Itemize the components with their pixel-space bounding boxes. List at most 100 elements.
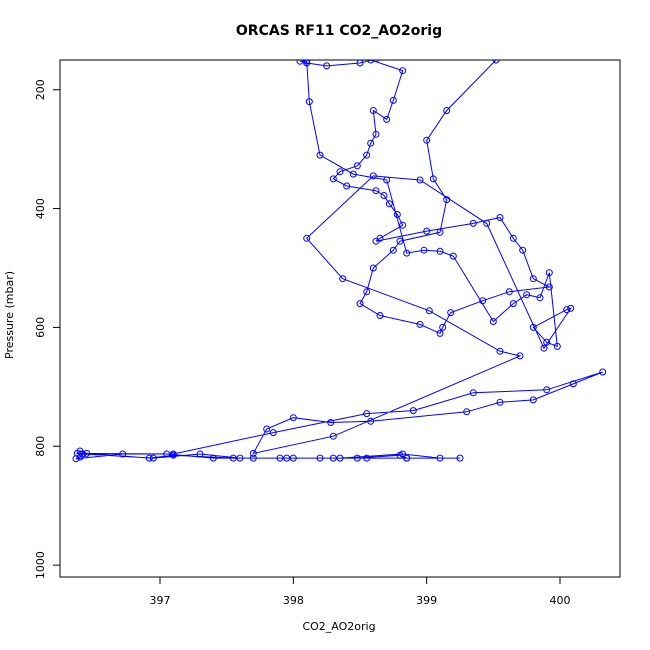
x-tick-label: 398 (283, 594, 304, 607)
data-point (545, 269, 553, 277)
data-point (376, 312, 384, 319)
data-point (536, 294, 544, 302)
data-point (469, 389, 477, 397)
data-point (509, 300, 517, 308)
data-point (496, 347, 504, 355)
data-point (372, 130, 380, 138)
data-point (329, 454, 337, 462)
data-point (492, 60, 500, 64)
data-point (543, 386, 551, 394)
plot-area (72, 60, 607, 463)
data-point (423, 136, 431, 144)
data-point (316, 454, 324, 462)
chart-title: ORCAS RF11 CO2_AO2orig (236, 23, 442, 39)
data-point (367, 139, 375, 147)
data-point (169, 450, 177, 458)
data-point (380, 192, 388, 199)
data-point (389, 96, 397, 104)
data-point (343, 182, 351, 190)
data-point (149, 454, 157, 462)
data-point (563, 306, 571, 314)
data-point (289, 414, 297, 422)
data-point (420, 246, 428, 254)
data-point (363, 454, 371, 462)
data-point (363, 151, 371, 159)
data-point (73, 449, 81, 457)
data-point (463, 408, 471, 416)
data-point (469, 219, 477, 227)
data-point (529, 396, 537, 404)
data-point (372, 187, 380, 195)
data-point (196, 450, 204, 458)
data-point (372, 237, 380, 245)
series-line (75, 60, 603, 460)
data-point (389, 246, 397, 254)
data-point (276, 454, 284, 462)
data-point (403, 454, 411, 462)
data-point (479, 297, 487, 305)
y-tick-label: 1000 (34, 551, 47, 579)
data-point (329, 432, 337, 440)
data-point (336, 168, 344, 176)
data-point (83, 449, 91, 457)
data-point (353, 454, 361, 462)
data-point (436, 247, 444, 255)
data-point (236, 454, 244, 462)
x-tick-label: 399 (416, 594, 437, 607)
data-point (339, 275, 347, 283)
x-axis-label: CO2_AO2orig (302, 620, 375, 633)
data-point (436, 228, 444, 236)
data-point (316, 151, 324, 159)
data-point (545, 283, 553, 291)
data-point (383, 115, 391, 123)
data-point (369, 172, 377, 180)
data-point (289, 454, 297, 462)
data-point (393, 211, 401, 218)
data-point (449, 252, 457, 260)
data-point (303, 60, 311, 67)
data-point (249, 449, 257, 457)
data-point (163, 450, 171, 458)
data-point (409, 407, 417, 415)
y-axis-label: Pressure (mbar) (3, 271, 16, 359)
data-point (363, 288, 371, 296)
data-point (496, 398, 504, 406)
data-point (353, 162, 361, 170)
data-point (509, 234, 517, 242)
data-point (329, 175, 337, 183)
data-point (263, 425, 271, 433)
data-point (403, 249, 411, 257)
data-point (399, 450, 407, 458)
data-point (519, 246, 527, 254)
data-point (443, 107, 451, 114)
data-point (367, 60, 375, 64)
data-point (369, 107, 377, 114)
data-point (383, 176, 391, 184)
y-axis: 200 400 600 800 1000 (34, 79, 60, 579)
x-tick-label: 400 (550, 594, 571, 607)
data-point (396, 237, 404, 245)
data-point (336, 454, 344, 462)
data-point (599, 368, 607, 376)
data-point (505, 288, 513, 296)
data-point (269, 429, 277, 437)
data-point (436, 454, 444, 462)
data-point (423, 227, 431, 235)
y-tick-label: 200 (34, 79, 47, 100)
y-tick-label: 800 (34, 436, 47, 457)
data-point (489, 318, 497, 325)
data-point (439, 323, 447, 331)
data-point (447, 309, 455, 317)
data-point (356, 300, 364, 308)
data-point (456, 454, 464, 462)
y-tick-label: 400 (34, 198, 47, 219)
data-point (356, 60, 364, 67)
data-point (369, 264, 377, 272)
data-point (327, 419, 335, 426)
y-tick-label: 600 (34, 317, 47, 338)
data-point (529, 275, 537, 283)
data-point (443, 196, 451, 204)
data-point (372, 60, 380, 63)
data-point (523, 291, 531, 299)
